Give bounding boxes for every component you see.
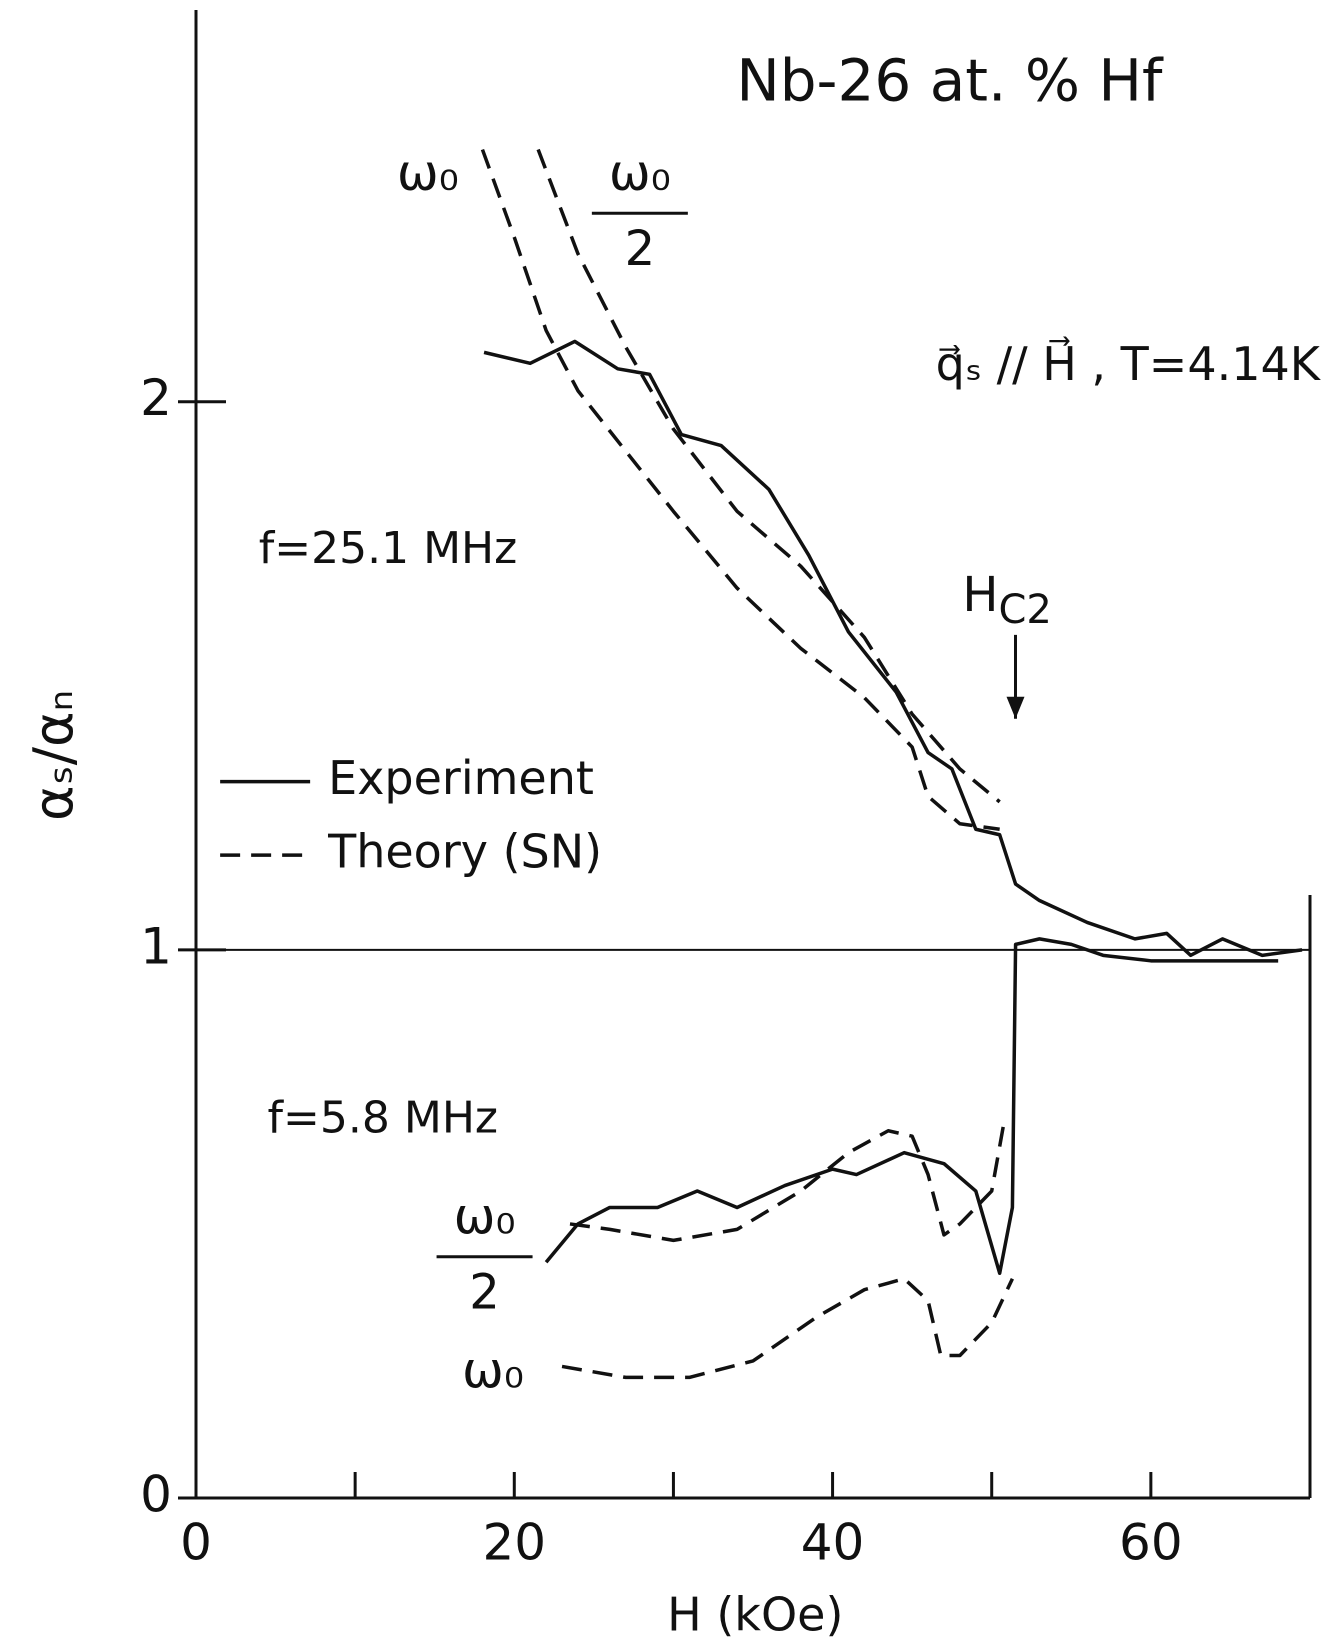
curve-label: ω₀ [397,144,459,202]
data-line [561,1276,1014,1380]
y-axis-label: αₛ/αₙ [22,690,85,821]
x-tick-label: 0 [180,1514,212,1572]
data-line [483,339,1303,958]
x-tick-label: 60 [1119,1514,1183,1572]
legend-label: Experiment [328,751,594,805]
curve-label: ω₀ [454,1188,516,1246]
data-line [569,1119,1007,1243]
hc2-sub: C2 [998,587,1051,633]
data-line [480,148,1000,831]
y-tick-label: 2 [140,369,172,427]
frequency-label: f=5.8 MHz [268,1092,498,1143]
chart-title: Nb-26 at. % Hf [736,46,1164,114]
curve-label: 2 [469,1265,500,1321]
curve-label: ω₀ [609,144,671,202]
frequency-label: f=25.1 MHz [259,523,517,574]
curve-label: ω₀ [462,1342,524,1400]
hc2-arrowhead [1006,696,1025,719]
y-tick-label: 1 [140,917,172,975]
x-axis-label: H (kOe) [667,1588,843,1642]
hc2-label: HC2 [962,567,1051,633]
y-tick-label: 0 [140,1466,172,1524]
x-tick-label: 40 [801,1514,865,1572]
data-line [536,148,1001,804]
x-tick-label: 20 [482,1514,546,1572]
curve-label: 2 [625,221,656,277]
hc2-main: H [962,567,998,623]
legend-label: Theory (SN) [327,825,602,879]
condition-label: q⃗ₛ // H⃗ , T=4.14K [936,337,1322,391]
data-line [544,937,1279,1276]
